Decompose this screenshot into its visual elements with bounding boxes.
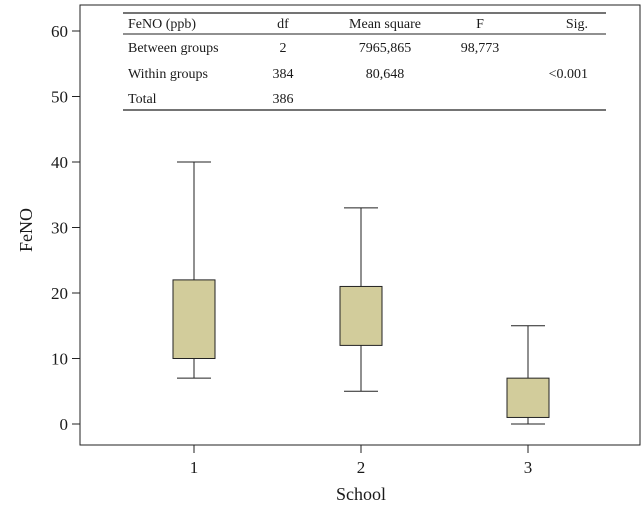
y-tick-label: 0: [60, 415, 69, 434]
y-tick-label: 40: [51, 153, 68, 172]
box-school-2: [339, 207, 383, 392]
table-cell: 386: [273, 92, 294, 107]
plot-frame: [79, 4, 641, 446]
y-tick-label: 20: [51, 284, 68, 303]
table-cell: Between groups: [128, 41, 219, 56]
y-tick-label: 50: [51, 88, 68, 107]
table-cell: 2: [280, 41, 287, 56]
y-tick-label: 10: [51, 350, 68, 369]
box-iqr: [172, 279, 216, 359]
x-tick-label: 1: [190, 458, 199, 477]
table-cell: Total: [128, 92, 157, 107]
y-tick-label: 60: [51, 22, 68, 41]
table-header-cell: FeNO (ppb): [128, 17, 196, 32]
x-tick-label: 3: [524, 458, 533, 477]
table-header-cell: Mean square: [349, 17, 421, 32]
table-cell: 7965,865: [359, 41, 412, 56]
table-header-cell: Sig.: [566, 17, 588, 32]
table-header-cell: df: [277, 17, 289, 32]
table-cell: <0.001: [549, 67, 588, 82]
table-cell: 384: [273, 67, 294, 82]
box-series: [172, 161, 550, 425]
y-tick-label: 30: [51, 219, 68, 238]
y-axis: 0 10 20 30 40 50 60: [51, 22, 80, 434]
table-cell: 80,648: [366, 67, 405, 82]
box-iqr: [339, 285, 383, 346]
box-school-3: [506, 325, 550, 425]
x-tick-label: 2: [357, 458, 366, 477]
x-axis: 1 2 3: [190, 445, 533, 477]
x-axis-title: School: [336, 484, 386, 504]
table-cell: Within groups: [128, 67, 208, 82]
anova-table: FeNO (ppb) df Mean square F Sig. Between grou…: [123, 12, 606, 111]
table-cell: 98,773: [461, 41, 500, 56]
box-iqr: [506, 377, 550, 418]
y-axis-title: FeNO: [16, 208, 36, 252]
box-school-1: [172, 161, 216, 379]
table-header-cell: F: [476, 17, 484, 32]
